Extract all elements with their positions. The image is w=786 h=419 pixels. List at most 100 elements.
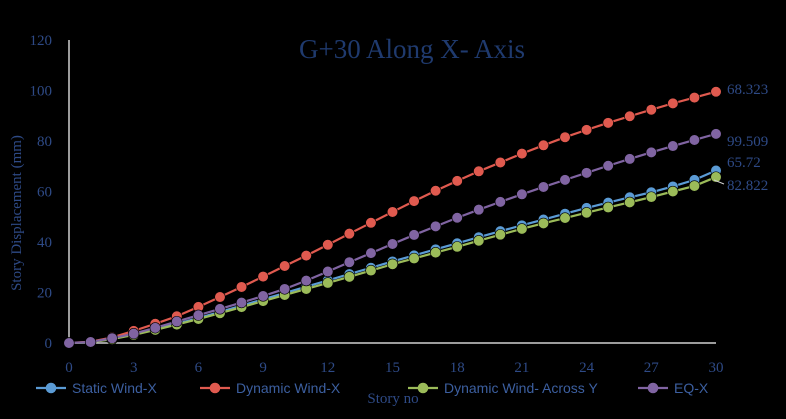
- y-tick-label: 0: [45, 336, 53, 352]
- legend: Static Wind-X Dynamic Wind-X Dynamic Wind-…: [36, 380, 709, 396]
- data-point: [84, 336, 97, 348]
- data-point: [645, 191, 657, 203]
- data-label: 65.72: [727, 155, 761, 171]
- data-labels: 68.323 99.509 65.72 82.822: [713, 82, 768, 194]
- y-axis-label: Story Displacement (mm): [9, 135, 25, 291]
- x-tick-label: 6: [195, 360, 203, 376]
- data-point: [645, 104, 657, 116]
- data-point: [473, 235, 485, 247]
- data-point: [279, 283, 291, 295]
- legend-label: Static Wind-X: [72, 380, 157, 396]
- data-point: [494, 196, 506, 208]
- data-point: [580, 167, 593, 179]
- data-point: [516, 188, 528, 200]
- data-point: [537, 139, 550, 151]
- x-tick-labels: 0 3 6 9 12 15 18 21 24 27 30: [65, 360, 723, 376]
- data-label: 68.323: [727, 82, 768, 98]
- x-tick-label: 3: [130, 360, 138, 376]
- data-point: [624, 153, 636, 165]
- series-3: [63, 128, 722, 349]
- data-point: [624, 196, 636, 208]
- data-point: [473, 204, 485, 216]
- data-point: [559, 174, 571, 186]
- data-point: [516, 148, 528, 160]
- data-point: [343, 228, 355, 240]
- y-tick-label: 60: [37, 185, 52, 201]
- x-tick-label: 9: [259, 360, 267, 376]
- data-point: [430, 185, 442, 197]
- data-point: [106, 332, 118, 344]
- data-point: [667, 97, 679, 109]
- data-point: [624, 110, 636, 122]
- data-point: [537, 217, 550, 229]
- data-point: [602, 117, 614, 129]
- data-point: [149, 322, 161, 334]
- data-point: [171, 315, 183, 328]
- data-point: [688, 180, 701, 192]
- data-point: [322, 239, 334, 251]
- data-point: [408, 195, 420, 207]
- x-axis-label: Story no: [367, 391, 418, 407]
- data-point: [451, 241, 463, 253]
- data-label: 82.822: [727, 178, 768, 194]
- y-tick-label: 80: [37, 134, 52, 150]
- data-point: [451, 212, 463, 224]
- data-point: [494, 229, 506, 241]
- data-point: [537, 181, 550, 193]
- data-point: [408, 229, 420, 241]
- data-point: [580, 124, 593, 136]
- data-point: [667, 185, 679, 198]
- legend-item: Static Wind-X: [36, 380, 157, 396]
- data-point: [365, 217, 377, 229]
- data-point: [257, 270, 269, 283]
- data-point: [235, 297, 248, 309]
- data-point: [214, 303, 226, 315]
- data-point: [667, 140, 679, 152]
- data-point: [365, 264, 377, 277]
- data-point: [192, 309, 204, 321]
- data-point: [430, 220, 442, 232]
- data-point: [602, 160, 614, 172]
- chart-title: G+30 Along X- Axis: [299, 34, 525, 64]
- data-point: [559, 212, 571, 224]
- data-label-leader: [713, 179, 725, 185]
- data-point: [300, 275, 312, 287]
- data-point: [322, 265, 334, 278]
- data-point: [710, 128, 722, 140]
- data-point: [494, 156, 506, 169]
- y-tick-label: 20: [37, 286, 52, 302]
- data-point: [559, 131, 571, 143]
- legend-marker: [417, 382, 429, 394]
- legend-marker: [45, 382, 57, 394]
- legend-item: Dynamic Wind-X: [200, 380, 341, 396]
- data-point: [279, 260, 291, 272]
- y-tick-label: 120: [30, 33, 53, 49]
- data-point: [602, 201, 614, 214]
- x-tick-label: 18: [450, 360, 465, 376]
- data-point: [473, 165, 485, 177]
- data-point: [386, 238, 399, 250]
- legend-marker: [209, 382, 221, 394]
- legend-item: EQ-X: [638, 380, 709, 396]
- series-layer: [63, 86, 722, 349]
- legend-label: EQ-X: [674, 380, 709, 396]
- data-point: [343, 271, 355, 283]
- data-point: [451, 175, 463, 187]
- data-point: [580, 207, 593, 219]
- y-tick-label: 100: [30, 84, 53, 100]
- data-label: 99.509: [727, 134, 768, 150]
- y-tick-labels: 0 20 40 60 80 100 120: [30, 33, 53, 352]
- x-tick-label: 15: [385, 360, 400, 376]
- x-tick-label: 30: [709, 360, 724, 376]
- legend-label: Dynamic Wind-X: [236, 380, 341, 396]
- data-point: [710, 171, 722, 183]
- x-tick-label: 12: [320, 360, 335, 376]
- x-tick-label: 0: [65, 360, 73, 376]
- data-point: [430, 247, 442, 259]
- legend-label: Dynamic Wind- Across Y: [444, 380, 598, 396]
- legend-item: Dynamic Wind- Across Y: [408, 380, 598, 396]
- data-point: [343, 256, 355, 268]
- legend-marker: [647, 382, 659, 394]
- data-point: [516, 223, 528, 235]
